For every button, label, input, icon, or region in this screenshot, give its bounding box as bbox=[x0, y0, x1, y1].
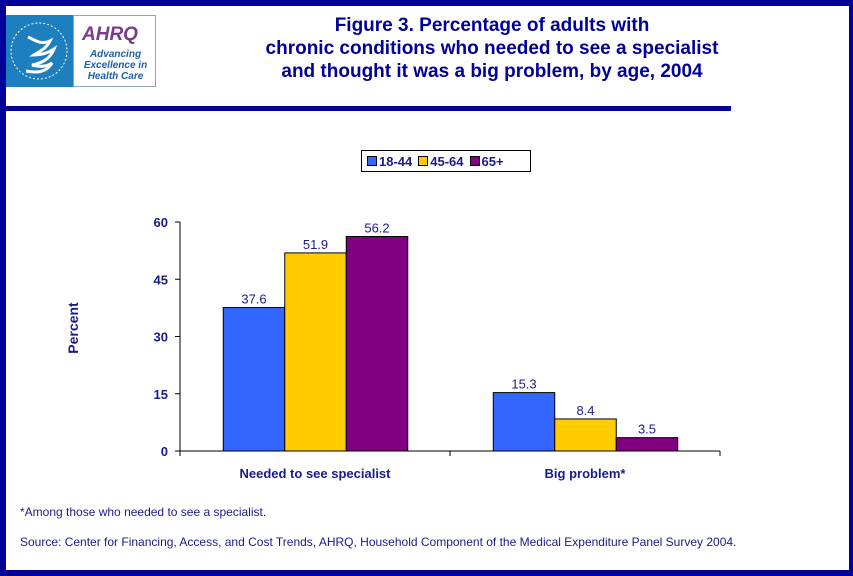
y-tick-label: 30 bbox=[154, 330, 168, 345]
eagle-icon bbox=[10, 22, 68, 80]
hhs-eagle-logo bbox=[6, 15, 73, 87]
data-label: 37.6 bbox=[241, 291, 266, 306]
data-label: 56.2 bbox=[364, 221, 389, 236]
y-tick-label: 60 bbox=[154, 215, 168, 230]
ahrq-brand: AHRQ Advancing Excellence in Health Care bbox=[73, 15, 156, 87]
bar-18-44-1 bbox=[492, 392, 556, 452]
legend-label-45-64: 45-64 bbox=[430, 153, 464, 169]
chart-legend: 18-44 45-64 65+ bbox=[361, 150, 531, 172]
y-tick-label: 0 bbox=[161, 444, 168, 459]
figure-frame bbox=[6, 6, 849, 570]
data-label: 8.4 bbox=[576, 403, 594, 418]
figure-title: Figure 3. Percentage of adults with chro… bbox=[212, 14, 772, 83]
data-label: 3.5 bbox=[638, 422, 656, 437]
legend-label-65-plus: 65+ bbox=[481, 153, 504, 169]
title-line-3: and thought it was a big problem, by age… bbox=[281, 61, 703, 82]
bar-45-64-1 bbox=[554, 418, 617, 452]
legend-label-18-44: 18-44 bbox=[379, 153, 413, 169]
legend-swatch-18-44 bbox=[367, 156, 377, 166]
legend-swatch-45-64 bbox=[418, 156, 429, 166]
bar-65-plus-0 bbox=[345, 236, 409, 452]
x-category-label: Big problem* bbox=[545, 466, 627, 481]
footnote: *Among those who needed to see a special… bbox=[20, 505, 267, 519]
title-line-1: Figure 3. Percentage of adults with bbox=[334, 15, 650, 36]
legend-item-45-64: 45-64 bbox=[418, 153, 464, 169]
data-label: 51.9 bbox=[303, 237, 328, 252]
bar-18-44-0 bbox=[222, 306, 286, 452]
bar-45-64-0 bbox=[284, 252, 347, 452]
x-category-label: Needed to see specialist bbox=[239, 466, 391, 481]
source-note: Source: Center for Financing, Access, an… bbox=[20, 535, 737, 549]
ahrq-wordmark: AHRQ bbox=[82, 24, 138, 45]
ahrq-logo: AHRQ Advancing Excellence in Health Care bbox=[6, 15, 156, 87]
title-divider bbox=[0, 106, 731, 111]
legend-swatch-65-plus bbox=[469, 156, 480, 166]
legend-item-65-plus: 65+ bbox=[469, 153, 504, 169]
y-tick-label: 45 bbox=[154, 272, 168, 287]
legend-item-18-44: 18-44 bbox=[367, 154, 412, 169]
bar-65-plus-1 bbox=[615, 437, 679, 452]
y-tick-label: 15 bbox=[154, 387, 168, 402]
data-label: 15.3 bbox=[511, 377, 536, 392]
title-line-2: chronic conditions who needed to see a s… bbox=[265, 38, 719, 59]
ahrq-tagline: Advancing Excellence in Health Care bbox=[83, 49, 148, 82]
